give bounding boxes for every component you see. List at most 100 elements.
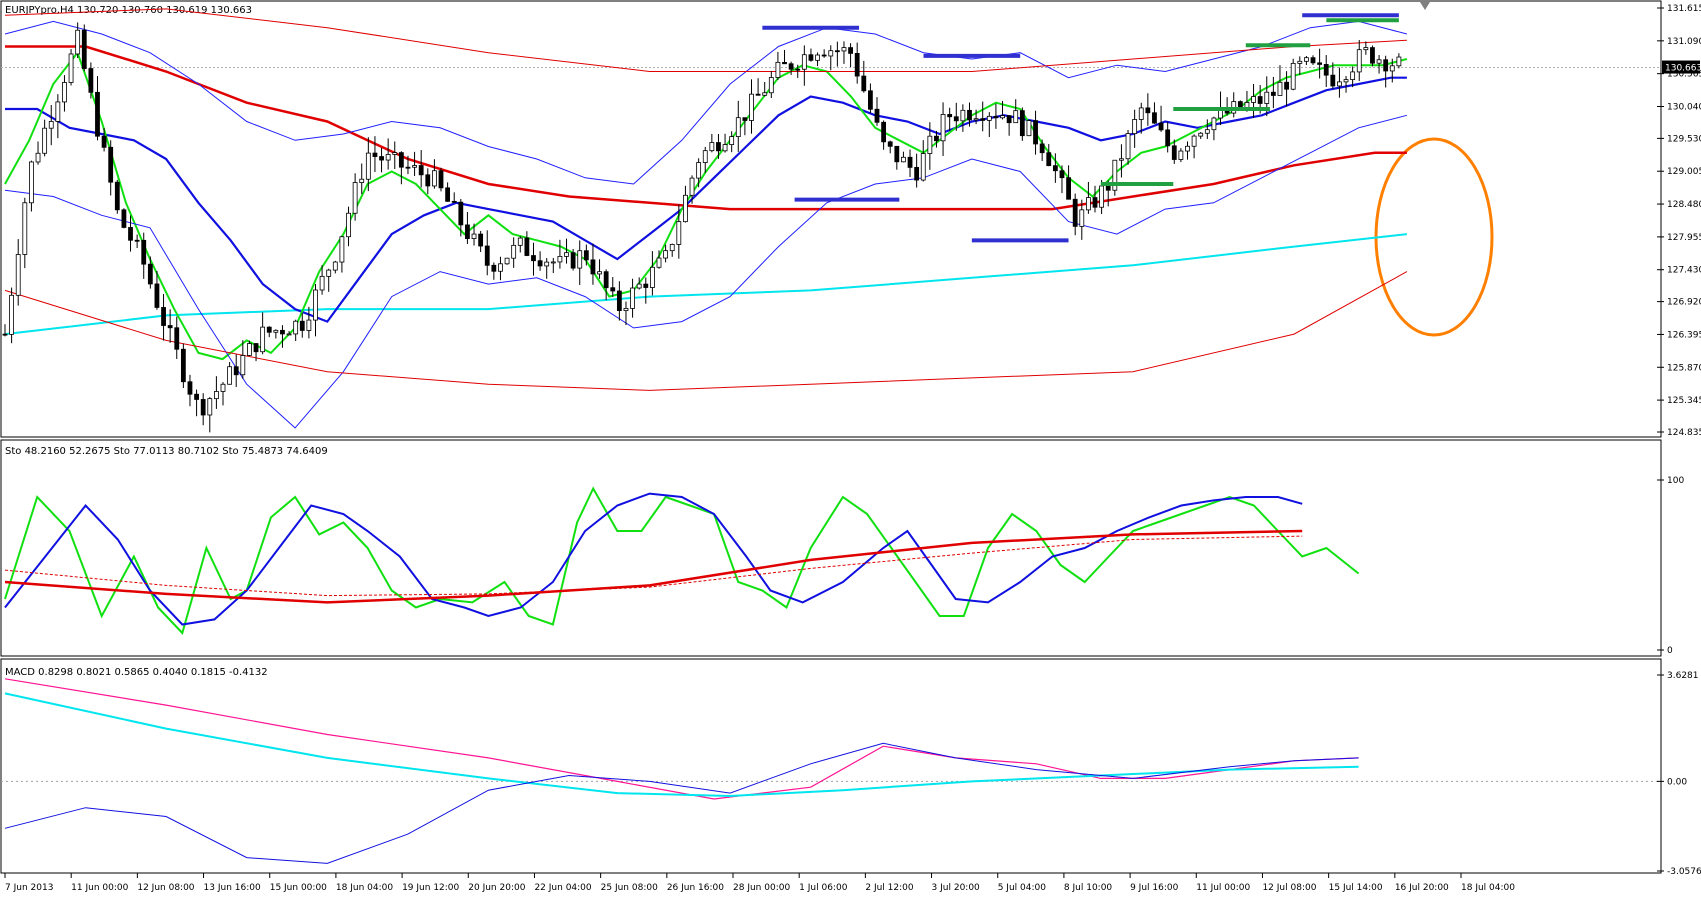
candle-body [623,308,629,312]
candle-body [471,233,477,239]
candle-body [953,116,959,122]
candle-body [504,257,510,265]
candle-body [1132,119,1138,135]
candle-body [841,47,847,52]
candle-body [425,174,431,187]
candle-body [1145,107,1151,114]
candle-body [372,152,378,157]
candle-body [1304,57,1309,62]
candle-body [907,156,913,168]
candle-body [901,156,906,163]
stochastic-tick-label: 0 [1667,646,1673,656]
candle-body [960,109,966,122]
time-tick-label: 3 Jul 20:00 [932,883,981,893]
macd-tick-label: -3.0576 [1667,867,1701,877]
candle-body [339,236,345,263]
candle-body [1350,71,1356,80]
candle-body [881,121,887,143]
candle-body [1046,152,1052,167]
candle-body [438,170,444,189]
candle-body [874,108,880,123]
levels-layer [762,13,1399,243]
candle-body [1112,159,1118,191]
candle-body [524,237,530,256]
candle-body [313,289,318,321]
candle-body [154,283,160,308]
price-pane [0,0,1662,438]
axis-layer: 131.615 131.090 130.565 130.040 129.530 129.0… [4,4,1701,893]
candle-body [980,118,986,121]
candle-body [240,355,246,376]
candle-body [782,61,787,65]
macd-line [4,678,1359,800]
candle-body [491,264,497,272]
overlay-line-bollinger [4,20,1408,185]
time-tick-label: 12 Jul 08:00 [1262,883,1316,893]
candle-body [1165,129,1171,147]
candle-body [1092,197,1098,208]
candle-body [828,50,834,57]
candle-body [1158,122,1164,131]
price-tag-label: 130.663 [1665,64,1701,74]
candle-body [1383,59,1389,72]
candle-body [1105,185,1111,191]
candle-body [1363,47,1369,51]
candle-body [194,393,199,400]
macd-pane [0,658,1662,874]
candle-body [775,61,781,78]
candle-body [233,366,239,376]
candle-body [352,182,358,214]
time-tick-label: 11 Jun 00:00 [71,883,128,893]
candle-body [253,343,259,353]
candle-body [48,121,54,129]
overlay-line-envelope [4,271,1408,391]
candle-body [458,201,464,226]
candle-body [1052,165,1058,172]
candle-body [861,75,867,92]
candle-body [1125,133,1131,160]
candle-body [1317,62,1323,65]
candle-body [405,166,411,169]
candle-body [821,54,827,57]
candle-body [359,178,365,183]
candle-body [95,91,100,137]
candle-body [101,135,107,148]
candle-body [1066,177,1071,200]
candle-body [1204,129,1210,134]
overlay-line-sma [5,45,1407,211]
candle-body [927,135,933,154]
candle-body [266,326,272,333]
candle-body [213,391,219,400]
candle-body [570,252,576,269]
candle-body [742,117,748,121]
candle-body [709,142,715,152]
candle-body [1251,96,1256,103]
candle-body [247,343,252,356]
candle-body [630,287,635,309]
price-tick-label: 124.835 [1667,428,1701,438]
macd-layer [1,678,1661,864]
candle-body [293,320,299,335]
candle-body [227,366,233,385]
overlay-line-bollinger [4,114,1408,429]
candle-body [511,244,517,259]
candle-body [392,152,398,155]
candle-body [445,187,451,202]
candle-body [557,255,563,263]
candle-body [1026,120,1032,137]
candle-body [603,271,609,289]
candle-body [451,200,457,203]
price-tag-box [1662,60,1700,74]
stochastic-layer [4,486,1360,635]
time-tick-label: 18 Jul 04:00 [1461,883,1515,893]
overlay-line-ema [4,50,1408,361]
stochastic-line [4,492,1303,626]
stochastic-tick-label: 100 [1667,476,1684,486]
candles-layer [2,22,1402,433]
stochastic-header: Sto 48.2160 52.2675 Sto 77.0113 80.7102 … [5,446,328,457]
time-tick-label: 2 Jul 12:00 [865,883,914,893]
candle-body [1370,47,1375,64]
candle-body [854,53,860,77]
